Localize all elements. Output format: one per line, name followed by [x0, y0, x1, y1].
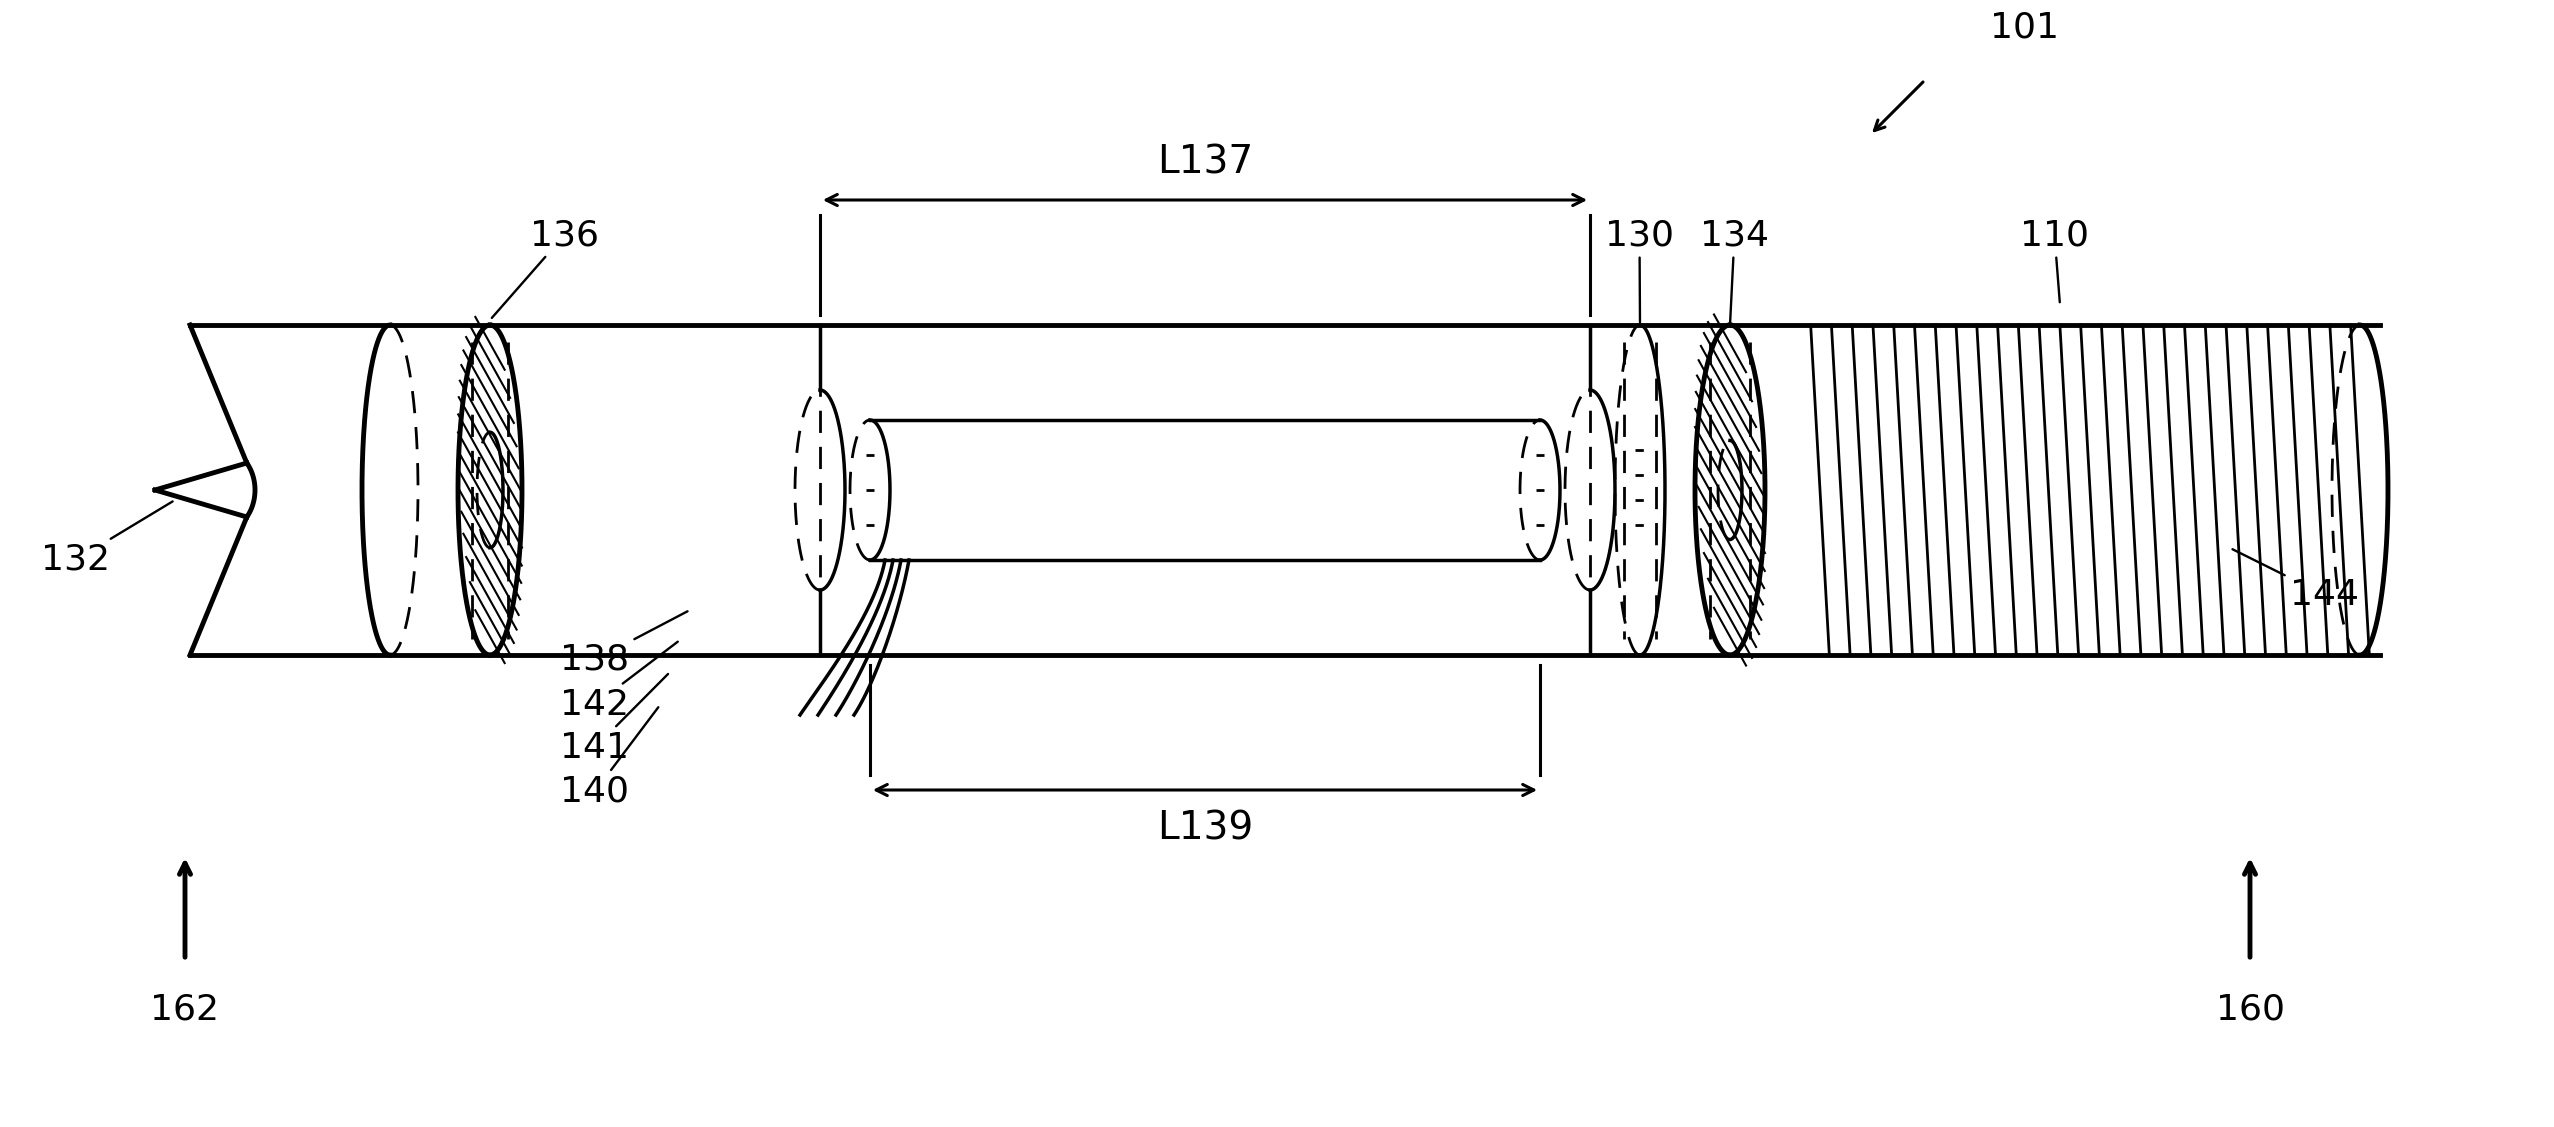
- Text: 110: 110: [2020, 218, 2089, 302]
- Text: 144: 144: [2232, 549, 2360, 612]
- Text: 162: 162: [151, 993, 220, 1027]
- Text: 142: 142: [559, 641, 677, 722]
- Text: 160: 160: [2214, 993, 2283, 1027]
- Text: L137: L137: [1157, 143, 1254, 181]
- Text: 141: 141: [559, 674, 669, 765]
- Text: 101: 101: [1990, 11, 2059, 45]
- Text: 138: 138: [559, 611, 687, 677]
- Text: 140: 140: [559, 708, 659, 809]
- Text: 130: 130: [1604, 218, 1673, 322]
- Text: L139: L139: [1157, 809, 1254, 848]
- Text: 136: 136: [493, 218, 600, 318]
- Text: 132: 132: [41, 502, 174, 577]
- Text: 134: 134: [1701, 218, 1770, 322]
